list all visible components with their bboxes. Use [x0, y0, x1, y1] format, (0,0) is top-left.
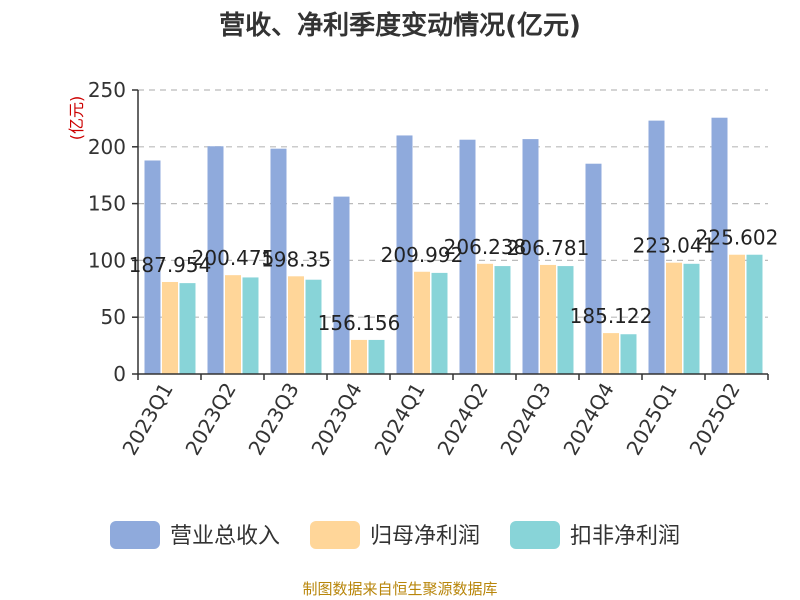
- y-tick-label: 0: [113, 362, 126, 386]
- x-tick-label: 2024Q2: [432, 379, 492, 460]
- data-label: 187.954: [129, 253, 212, 277]
- bar: [305, 279, 322, 374]
- bar: [477, 263, 493, 374]
- bar: [414, 271, 430, 374]
- y-tick-label: 100: [88, 248, 126, 272]
- y-tick-label: 150: [88, 192, 126, 216]
- data-label: 223.041: [633, 234, 716, 258]
- data-label: 209.992: [381, 243, 464, 267]
- bar: [557, 266, 574, 374]
- legend-label: 归母净利润: [370, 524, 480, 549]
- source-note: 制图数据来自恒生聚源数据库: [302, 580, 497, 598]
- data-label: 225.602: [696, 226, 779, 250]
- bar: [711, 117, 728, 374]
- bar: [729, 254, 745, 374]
- bar: [396, 135, 413, 374]
- bar: [351, 339, 367, 374]
- x-tick-label: 2023Q1: [117, 379, 177, 460]
- bar: [144, 160, 161, 374]
- data-label: 206.238: [444, 235, 527, 259]
- y-tick-label: 200: [88, 135, 126, 159]
- bar: [431, 272, 448, 374]
- y-tick-label: 50: [101, 305, 126, 329]
- bars: [144, 117, 763, 374]
- x-tick-label: 2025Q1: [621, 379, 681, 460]
- chart-title: 营收、净利季度变动情况(亿元): [219, 10, 581, 41]
- legend: 营业总收入 归母净利润 扣非净利润: [110, 521, 680, 549]
- data-label: 198.35: [261, 247, 331, 271]
- x-tick-label: 2023Q4: [306, 379, 366, 460]
- y-tick-label: 250: [88, 78, 126, 102]
- bar: [162, 281, 178, 374]
- legend-label: 扣非净利润: [570, 524, 680, 549]
- x-tick-label: 2023Q3: [243, 379, 303, 460]
- x-tick-label: 2024Q1: [369, 379, 429, 460]
- x-tick-label: 2025Q2: [684, 379, 744, 460]
- y-axis-unit-label: (亿元): [67, 96, 86, 141]
- bar: [522, 139, 539, 374]
- bar: [207, 146, 224, 374]
- bar: [270, 148, 287, 374]
- bar: [746, 254, 763, 374]
- bar: [585, 163, 602, 374]
- bar: [494, 266, 511, 374]
- bar: [620, 334, 637, 374]
- legend-label: 营业总收入: [170, 524, 280, 549]
- bar: [288, 276, 304, 374]
- x-tick-label: 2024Q4: [558, 379, 618, 460]
- x-tick-label: 2024Q3: [495, 379, 555, 460]
- bar: [540, 264, 556, 374]
- bar: [242, 277, 259, 374]
- bar: [225, 275, 241, 374]
- data-label: 200.475: [192, 246, 275, 270]
- legend-swatch: [110, 521, 160, 549]
- bar: [368, 339, 385, 374]
- bar: [333, 196, 350, 374]
- data-label: 156.156: [318, 311, 401, 335]
- bar: [603, 333, 619, 374]
- bar: [459, 139, 476, 374]
- bar: [648, 120, 665, 374]
- bar: [179, 283, 196, 374]
- bar: [683, 263, 700, 374]
- data-label: 206.781: [507, 236, 590, 260]
- x-tick-label: 2023Q2: [180, 379, 240, 460]
- bar: [666, 262, 682, 374]
- data-label: 185.122: [570, 304, 653, 328]
- legend-swatch: [310, 521, 360, 549]
- legend-swatch: [510, 521, 560, 549]
